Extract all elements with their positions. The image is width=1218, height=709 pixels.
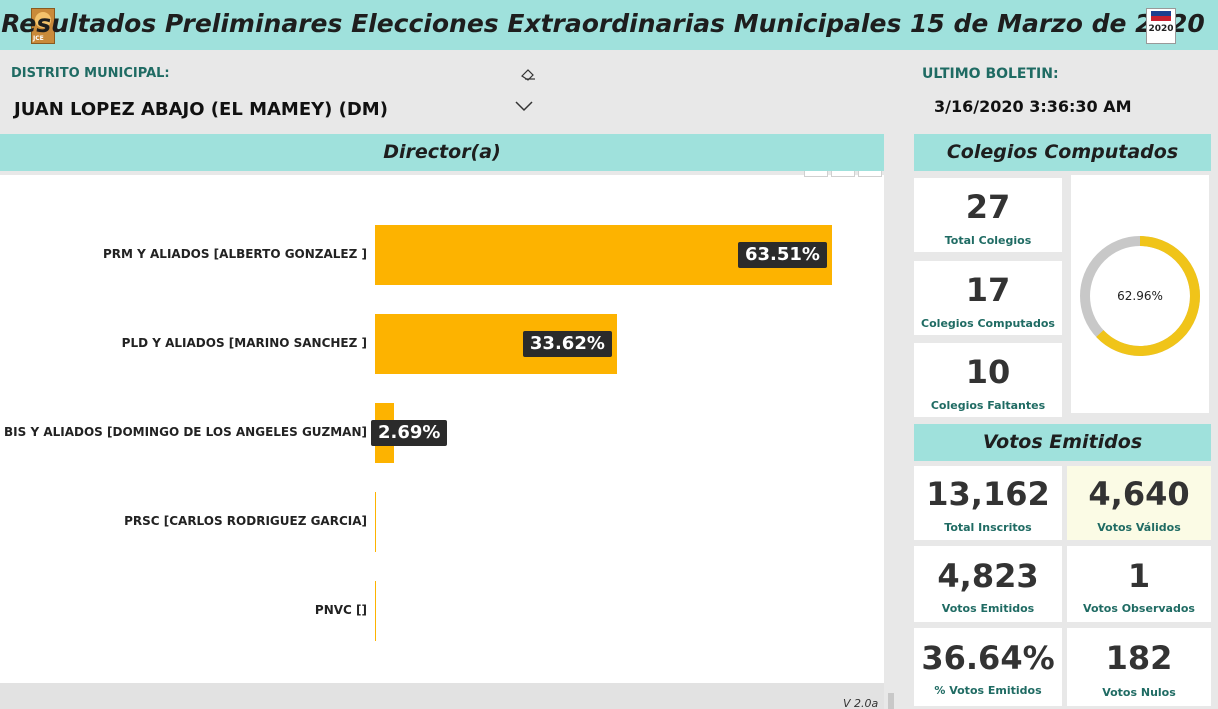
card-colegios-computados: 17 Colegios Computados [914, 261, 1062, 335]
elecciones-logo-text: 2020 [1148, 24, 1174, 34]
card-value: 4,640 [1088, 475, 1190, 513]
chart-footer [0, 683, 884, 709]
bar-category-label: PNVC [] [314, 603, 367, 617]
card-label: % Votos Emitidos [934, 684, 1042, 697]
colegios-title: Colegios Computados [914, 134, 1211, 171]
scrollbar[interactable] [888, 693, 894, 709]
colegios-donut: 62.96% [1071, 175, 1209, 413]
card-value: 4,823 [937, 557, 1039, 595]
bar[interactable] [375, 492, 376, 552]
card-label: Votos Válidos [1097, 521, 1181, 534]
bar-data-label: 2.69% [371, 420, 448, 446]
card-porcentaje-votos-emitidos: 36.64% % Votos Emitidos [914, 628, 1062, 706]
chart-title: Director(a) [0, 134, 884, 171]
elecciones-logo: 2020 [1146, 8, 1176, 44]
card-total-colegios: 27 Total Colegios [914, 178, 1062, 252]
focus-mode-icon[interactable] [804, 171, 828, 177]
chevron-down-icon[interactable] [514, 99, 534, 113]
card-label: Total Inscritos [944, 521, 1032, 534]
header-bar [0, 0, 1218, 50]
bar-data-label: 33.62% [522, 331, 612, 357]
district-label: DISTRITO MUNICIPAL: [11, 66, 170, 81]
card-votos-validos: 4,640 Votos Válidos [1067, 466, 1211, 540]
card-colegios-faltantes: 10 Colegios Faltantes [914, 343, 1062, 417]
donut-label: 62.96% [1117, 289, 1163, 303]
card-label: Total Colegios [944, 234, 1032, 247]
bar-category-label: PRM Y ALIADOS [ALBERTO GONZALEZ ] [102, 247, 367, 261]
bar-category-label: BIS Y ALIADOS [DOMINGO DE LOS ANGELES GU… [4, 425, 367, 439]
card-value: 17 [965, 271, 1011, 309]
filter-icon[interactable] [858, 171, 882, 177]
votos-title: Votos Emitidos [914, 424, 1211, 461]
more-options-icon[interactable] [831, 171, 855, 177]
card-votos-nulos: 182 Votos Nulos [1067, 628, 1211, 706]
donut-fill [1080, 236, 1200, 356]
eraser-icon[interactable] [520, 67, 536, 81]
card-value: 10 [965, 353, 1011, 391]
donut-chart: 62.96% [1080, 236, 1200, 356]
page-title: Resultados Preliminares Elecciones Extra… [1, 9, 1205, 38]
card-value: 182 [1105, 639, 1173, 677]
card-value: 13,162 [926, 475, 1050, 513]
jce-logo-text: JCE [33, 35, 44, 42]
card-label: Votos Nulos [1102, 686, 1176, 699]
jce-logo: JCE [31, 8, 55, 44]
bar-data-label: 63.51% [738, 242, 827, 268]
card-value: 36.64% [921, 639, 1055, 677]
bar-category-label: PRSC [CARLOS RODRIGUEZ GARCIA] [124, 514, 367, 528]
card-label: Votos Emitidos [941, 602, 1035, 615]
bar[interactable] [375, 581, 376, 641]
version-label: V 2.0a [843, 697, 879, 709]
bulletin-value: 3/16/2020 3:36:30 AM [934, 97, 1132, 116]
bar-category-label: PLD Y ALIADOS [MARINO SANCHEZ ] [121, 336, 367, 350]
card-label: Votos Observados [1083, 602, 1195, 615]
card-votos-emitidos: 4,823 Votos Emitidos [914, 546, 1062, 622]
card-label: Colegios Computados [921, 317, 1055, 330]
card-value: 27 [965, 188, 1011, 226]
district-select[interactable]: JUAN LOPEZ ABAJO (EL MAMEY) (DM) [14, 99, 388, 120]
card-votos-observados: 1 Votos Observados [1067, 546, 1211, 622]
card-value: 1 [1127, 557, 1151, 595]
card-total-inscritos: 13,162 Total Inscritos [914, 466, 1062, 540]
card-label: Colegios Faltantes [930, 399, 1046, 412]
bulletin-label: ULTIMO BOLETIN: [922, 66, 1059, 82]
